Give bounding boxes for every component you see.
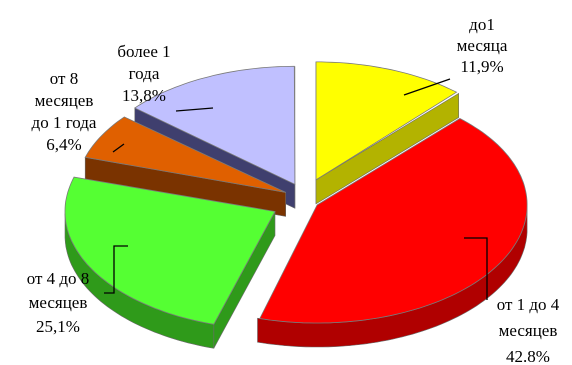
slice-label-line: месяца xyxy=(457,36,508,55)
slice-label-line: месяцев xyxy=(35,91,94,110)
leader-line-more-1-year xyxy=(175,107,214,112)
slice-label-up-to-1-month: до1 месяца 11,9% xyxy=(457,15,508,76)
slice-label-more-1-year: более 1 года 13,8% xyxy=(117,42,170,105)
slice-label-from-8-months: от 8 месяцев до 1 года 6,4% xyxy=(32,69,97,154)
pie-slices xyxy=(64,61,528,349)
pie-slice-from-4-to-8 xyxy=(64,176,276,349)
slice-label-line: года xyxy=(129,64,160,83)
slice-label-from-4-to-8: от 4 до 8 месяцев 25,1% xyxy=(27,269,90,336)
slice-top-face xyxy=(84,116,286,193)
slice-label-line: месяцев xyxy=(499,321,558,340)
slice-label-line: от 4 до 8 xyxy=(27,269,90,288)
slice-top-face xyxy=(315,61,458,181)
slice-top-face xyxy=(259,118,528,324)
leader-line-from-4-to-8 xyxy=(104,245,128,294)
pie-slice-up-to-1-month xyxy=(315,61,460,205)
leader-line-from-1-to-4 xyxy=(464,237,488,300)
leader-line-from-8-months xyxy=(112,143,125,153)
slice-label-from-1-to-4: от 1 до 4 месяцев 42.8% xyxy=(497,295,560,365)
slice-radial-wall xyxy=(315,92,460,205)
slice-label-line: 11,9% xyxy=(460,57,503,76)
slice-label-line: до 1 года xyxy=(32,113,97,132)
slice-label-line: более 1 xyxy=(117,42,170,61)
slice-labels: до1 месяца 11,9% от 1 до 4 месяцев 42.8% от 4 … xyxy=(27,15,560,365)
slice-label-line: месяцев xyxy=(29,293,88,312)
slice-label-line: от 1 до 4 xyxy=(497,295,560,314)
slice-label-line: от 8 xyxy=(50,69,78,88)
pie-slice-from-8-months xyxy=(84,116,287,217)
slice-label-line: 25,1% xyxy=(36,317,80,336)
slice-top-face xyxy=(133,65,296,185)
slice-top-face xyxy=(64,176,276,325)
slice-label-line: до1 xyxy=(469,15,495,34)
leader-lines xyxy=(104,78,488,300)
slice-label-line: 42.8% xyxy=(506,347,550,365)
slice-label-line: 13,8% xyxy=(122,86,166,105)
leader-line-up-to-1-month xyxy=(403,78,451,96)
slice-label-line: 6,4% xyxy=(46,135,81,154)
